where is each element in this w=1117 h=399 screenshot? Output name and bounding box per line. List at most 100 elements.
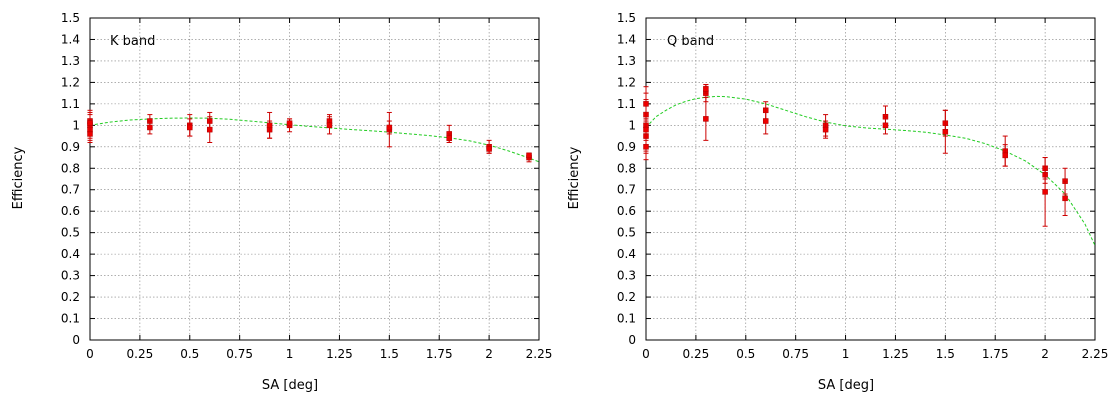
y-tick-label: 1.5 — [61, 11, 80, 25]
x-tick-label: 0 — [86, 347, 94, 361]
x-tick-label: 1 — [286, 347, 294, 361]
point-marker — [1062, 195, 1068, 202]
y-tick-label: 0.7 — [61, 183, 80, 197]
y-tick-label: 0.9 — [617, 140, 636, 154]
y-axis-label: Efficiency — [567, 146, 582, 209]
point-marker — [147, 124, 153, 131]
point-marker — [286, 120, 293, 126]
y-tick-label: 1.1 — [61, 97, 80, 111]
x-axis-label: SA [deg] — [262, 378, 318, 393]
y-tick-label: 1.4 — [617, 32, 636, 46]
point-marker — [762, 118, 769, 124]
x-tick-label: 0.25 — [683, 347, 710, 361]
x-tick-label: 1.75 — [426, 347, 453, 361]
band-label: Q band — [667, 34, 714, 49]
data-point — [822, 120, 829, 139]
x-tick-label: 1.5 — [380, 347, 399, 361]
data-point — [206, 116, 213, 144]
data-point — [703, 96, 709, 141]
grid — [90, 18, 539, 340]
y-tick-label: 1 — [628, 118, 636, 132]
data-point — [286, 118, 293, 128]
data-point — [1002, 144, 1008, 167]
y-tick-label: 0.2 — [617, 290, 636, 304]
x-tick-label: 1.5 — [936, 347, 955, 361]
y-tick-label: 1.3 — [617, 54, 636, 68]
point-marker — [643, 144, 649, 150]
grid — [646, 18, 1095, 340]
x-axis-label: SA [deg] — [818, 378, 874, 393]
y-tick-label: 0.7 — [617, 183, 636, 197]
point-marker — [1042, 189, 1048, 195]
data-point — [1062, 180, 1068, 216]
data-point — [486, 144, 492, 154]
point-marker — [882, 122, 889, 129]
data-point — [446, 133, 452, 144]
x-tick-label: 1.25 — [882, 347, 909, 361]
data-point — [882, 116, 889, 135]
data-point — [526, 152, 532, 159]
point-marker — [266, 122, 273, 129]
y-tick-label: 0.1 — [617, 312, 636, 326]
x-tick-label: 2.25 — [526, 347, 553, 361]
x-tick-label: 2.25 — [1082, 347, 1109, 361]
data-point — [266, 111, 273, 139]
plot-frame — [89, 17, 540, 341]
data-point — [187, 118, 193, 137]
y-tick-label: 1.2 — [617, 75, 636, 89]
band-label: K band — [110, 34, 155, 49]
y-tick-label: 0.6 — [61, 204, 80, 218]
point-marker — [942, 129, 949, 135]
point-marker — [643, 101, 649, 107]
point-marker — [446, 135, 452, 141]
x-tick-label: 1.75 — [982, 347, 1009, 361]
data-point — [326, 116, 333, 135]
point-marker — [1002, 152, 1008, 159]
x-tick-label: 1.25 — [326, 347, 353, 361]
y-tick-label: 1.2 — [61, 75, 80, 89]
plot-frame — [645, 17, 1096, 341]
fit-curve — [89, 117, 540, 163]
y-tick-label: 0.9 — [61, 140, 80, 154]
data-point — [762, 107, 769, 135]
y-tick-label: 0.6 — [617, 204, 636, 218]
y-tick-label: 1.4 — [61, 32, 80, 46]
y-tick-label: 1.5 — [617, 11, 636, 25]
k-band-panel: K band SA [deg] Efficiency 0 0.1 0.2 0.3 0.4… — [11, 11, 552, 393]
y-tick-label: 0.2 — [61, 290, 80, 304]
y-tick-label: 1.1 — [617, 97, 636, 111]
y-tick-label: 0.4 — [61, 247, 80, 261]
x-tick-label: 0.5 — [180, 347, 199, 361]
x-tick-label: 1 — [842, 347, 850, 361]
y-tick-label: 0.8 — [617, 161, 636, 175]
y-tick-label: 0 — [628, 333, 636, 347]
point-marker — [87, 120, 93, 126]
x-tick-label: 0 — [642, 347, 650, 361]
point-marker — [643, 126, 649, 133]
point-marker — [206, 126, 213, 133]
y-tick-label: 1 — [72, 118, 80, 132]
point-marker — [486, 146, 492, 152]
point-marker — [822, 126, 829, 133]
y-tick-label: 0 — [72, 333, 80, 347]
y-tick-label: 0.8 — [61, 161, 80, 175]
point-marker — [703, 116, 709, 122]
point-marker — [703, 86, 709, 92]
data-point — [147, 120, 153, 135]
point-marker — [526, 152, 532, 159]
q-band-panel: Q band SA [deg] Efficiency 0 0.1 0.2 0.3 0.4… — [567, 11, 1108, 393]
y-tick-label: 0.1 — [61, 312, 80, 326]
x-tick-label: 0.75 — [226, 347, 253, 361]
data-point — [1042, 157, 1048, 227]
y-tick-label: 0.5 — [617, 226, 636, 240]
point-marker — [326, 122, 333, 129]
fit-curve — [645, 95, 1096, 246]
x-tick-label: 0.25 — [127, 347, 154, 361]
x-tick-label: 2 — [1041, 347, 1049, 361]
y-tick-label: 0.4 — [617, 247, 636, 261]
data-point — [386, 120, 393, 135]
x-tick-label: 2 — [485, 347, 493, 361]
point-marker — [187, 124, 193, 131]
y-tick-label: 0.3 — [61, 269, 80, 283]
